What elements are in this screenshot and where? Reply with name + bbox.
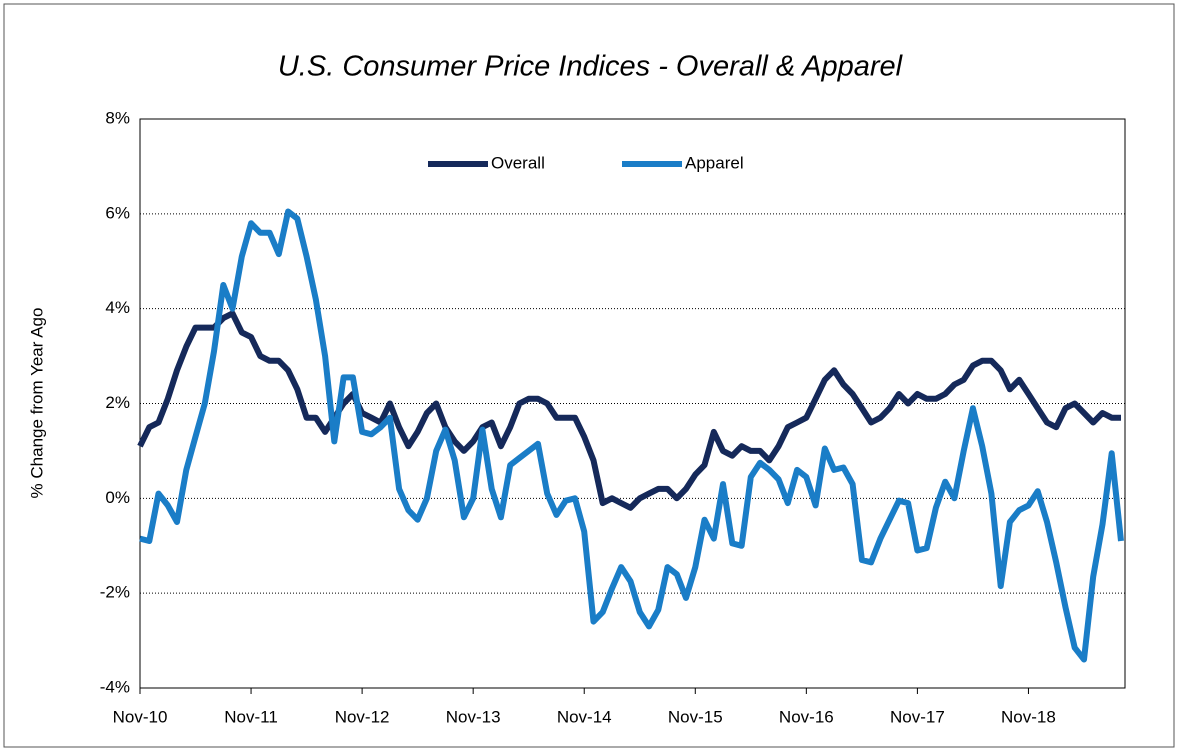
series-line [139,208,1124,663]
y-tick-label: 6% [105,203,130,222]
series-line [137,310,1121,511]
y-tick-label: 4% [105,298,130,317]
y-axis-label: % Change from Year Ago [27,308,46,499]
legend-label: Apparel [685,153,744,172]
x-tick-label: Nov-14 [557,707,612,726]
x-tick-label: Nov-12 [335,707,390,726]
x-tick-label: Nov-13 [446,707,501,726]
x-tick-label: Nov-11 [224,707,278,726]
legend-label: Overall [491,153,545,172]
x-tick-label: Nov-16 [779,707,834,726]
x-tick-label: Nov-10 [113,707,168,726]
x-tick-label: Nov-18 [1001,707,1056,726]
y-tick-label: -4% [100,677,130,696]
y-tick-label: 2% [105,393,130,412]
x-tick-label: Nov-17 [890,707,945,726]
y-tick-label: -2% [100,583,130,602]
y-tick-label: 8% [105,108,130,127]
chart-frame [3,3,1175,748]
x-tick-label: Nov-15 [668,707,723,726]
plot-area [139,118,1126,689]
chart-title: U.S. Consumer Price Indices - Overall & … [278,51,904,83]
y-tick-label: 0% [105,488,130,507]
